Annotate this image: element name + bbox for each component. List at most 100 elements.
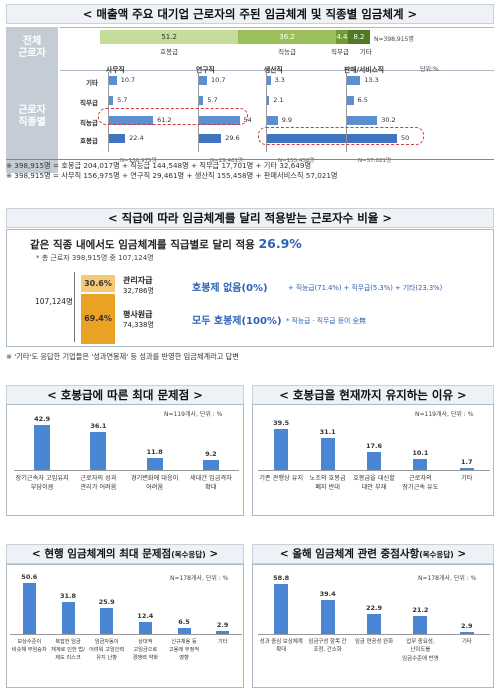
job-value-0-1: 5.7 <box>117 96 128 104</box>
chart3: 42.9 장기근속자 고임유지 부담이큼 36.1 근로자의 성과 관리가 어려움 11… <box>14 408 239 514</box>
chart5-value-2: 25.9 <box>98 598 115 607</box>
title-banner-6: < 올해 임금체계 관련 중점사항(복수응답) > <box>252 544 494 564</box>
job-bar-3-0 <box>347 76 361 85</box>
job-value-1-1: 5.7 <box>207 96 218 104</box>
chart4-bar-2 <box>367 451 381 470</box>
chart3-cat-3: 세대간 임금격차 확대 <box>189 475 232 492</box>
chart5-value-0: 50.6 <box>21 573 38 582</box>
chart5-value-1: 31.8 <box>59 592 77 601</box>
total-seg-0: 51.2 <box>100 30 239 44</box>
job-row-label-3: 호봉급 <box>80 137 98 145</box>
total-seg-1: 36.2 <box>238 30 336 44</box>
job-value-3-3: 50 <box>401 134 410 142</box>
title-banner-1: < 매출액 주요 대기업 근로자의 주된 임금체계 및 직종별 임금체계 > <box>6 4 494 24</box>
job-row-label-1: 직무급 <box>80 99 98 107</box>
chart5-value-5: 2.9 <box>216 621 229 630</box>
chart6-value-3: 21.2 <box>412 605 429 614</box>
chart5-value-3: 12.4 <box>137 611 154 620</box>
job-value-1-0: 10.7 <box>211 76 226 84</box>
chart5: 50.6 보상수준이 비슷해 무임승차 31.8 복잡한 임금 체계로 인한 법/제도… <box>10 568 242 686</box>
job-value-0-2: 61.2 <box>157 116 172 124</box>
chart5-baseline <box>10 634 242 635</box>
job-group-title-3: 판매/서비스직 <box>344 66 385 74</box>
job-value-2-1: 2.1 <box>273 96 284 104</box>
highlight-jikneung <box>98 108 248 125</box>
total-seg-2: 4.4 <box>335 30 348 44</box>
chart3-baseline <box>14 470 239 471</box>
note-1b: ※ 398,915명 = 사무직 156,975명 + 연구직 29,461명 … <box>6 171 338 180</box>
sec2-top-count: 32,786명 <box>123 287 154 295</box>
chart4-value-4: 1.7 <box>461 458 473 467</box>
chart6-cat-2: 임금 연공성 완화 <box>354 639 394 645</box>
chart6-bar-4 <box>459 631 474 634</box>
chart4-cat-4: 기타 <box>461 475 473 482</box>
chart6-cat-4: 기타 <box>461 639 472 645</box>
chart4-cat-1: 노조의 호봉급 폐지 반대 <box>309 475 346 492</box>
sec2-headline: 같은 직종 내에서도 임금체계를 직급별로 달리 적용 26.9% <box>30 236 302 251</box>
chart4-cat-0: 기존 관행상 유지 <box>259 475 304 482</box>
job-value-0-3: 22.4 <box>129 134 144 142</box>
chart4-bar-3 <box>413 459 428 470</box>
total-seg-label-1: 직능급 <box>278 48 297 56</box>
chart4-value-1: 31.1 <box>319 427 336 436</box>
chart6-value-2: 22.9 <box>365 604 383 613</box>
chart5-cat-4: 신규채용 등 고용에 부정적 영향 <box>168 639 200 662</box>
job-bar-2-0 <box>267 76 271 85</box>
chart6-cat-1: 임금구성 항목 간 조정, 간소화 <box>308 639 347 654</box>
job-group-title-2: 생산직 <box>264 66 283 74</box>
job-bar-2-3 <box>267 134 359 143</box>
chart6-bar-3 <box>413 615 428 634</box>
chart5-unit: N=178개사, 단위 : % <box>170 575 229 582</box>
chart6-baseline <box>258 634 490 635</box>
chart5-cat-0: 보상수준이 비슷해 무임승차 <box>11 639 47 654</box>
chart3-cat-1: 근로자의 성과 관리가 어려움 <box>80 475 117 492</box>
chart5-bar-2 <box>100 608 114 634</box>
chart6-unit: N=178개사, 단위 : % <box>418 575 477 582</box>
job-value-3-1: 6.5 <box>357 96 368 104</box>
job-value-3-2: 30.2 <box>381 116 396 124</box>
total-seg-label-2: 직무급 <box>330 48 349 56</box>
job-axis-3 <box>346 72 347 152</box>
chart5-bar-4 <box>177 627 191 634</box>
chart4: 39.5 기존 관행상 유지 31.1 노조의 호봉급 폐지 반대 17.6 호봉급을 대… <box>258 408 490 514</box>
job-value-1-3: 29.6 <box>225 134 240 142</box>
job-bar-1-3 <box>199 134 222 143</box>
chart6-cat-0: 성과 중심 보상체계 확대 <box>259 639 303 654</box>
chart5-bar-3 <box>138 621 152 634</box>
chart6-value-0: 58.8 <box>273 573 290 582</box>
total-seg-label-3: 기타 <box>359 48 372 56</box>
job-bar-3-3 <box>347 134 397 143</box>
chart4-bar-0 <box>274 428 289 470</box>
chart6-bar-2 <box>367 614 381 634</box>
job-bar-0-1 <box>109 96 114 105</box>
chart4-cat-3: 근로자의 장기근속 유도 <box>402 475 439 492</box>
chart5-box <box>6 564 244 688</box>
sec2-top-pct: 30.6% <box>81 275 115 292</box>
job-n-1: N=29,461명 <box>210 158 244 164</box>
job-group-title-0: 사무직 <box>106 66 125 74</box>
sec2-bottom-name: 평사원급 <box>123 310 153 319</box>
chart6-bar-0 <box>274 583 289 634</box>
chart4-cat-2: 호봉급을 대신할 대안 부재 <box>353 475 395 492</box>
job-bar-1-1 <box>199 96 204 105</box>
job-bar-0-0 <box>109 76 117 85</box>
sec2-top-msg: 호봉제 없음(0%) <box>192 283 268 294</box>
note-1a: ※ 398,915명 = 호봉급 204,017명 + 직능급 144,548명… <box>6 161 312 170</box>
chart5-bar-5 <box>216 631 230 634</box>
chart3-cat-0: 장기근속자 고임유지 부담이큼 <box>15 475 69 492</box>
sec2-top-name: 관리자급 <box>123 276 153 285</box>
chart3-bar-3 <box>202 460 219 470</box>
highlight-hobong <box>258 127 424 145</box>
total-bar-legend: 호봉급 직능급 직무급 기타 <box>100 46 372 56</box>
sec2-bottom-msg: 모두 호봉제(100%) <box>192 316 282 327</box>
chart6: 58.8 성과 중심 보상체계 확대 39.4 임금구성 항목 간 조정, 간소화 22… <box>258 568 490 686</box>
title-banner-3: < 호봉급에 따른 최대 문제점 > <box>6 385 244 405</box>
job-axis-2 <box>266 72 267 152</box>
sec2-bottom-detail: * 직능급 · 직무급 등이 全無 <box>286 317 366 325</box>
chart6-bar-1 <box>320 600 335 634</box>
total-seg-3: 8.2 <box>347 30 370 44</box>
job-value-3-0: 13.3 <box>364 76 379 84</box>
job-bar-1-0 <box>199 76 208 85</box>
sec2-note: ※ '기타'도 응답한 기업들은 '성과연봉제' 등 성과를 반영한 임금체계라… <box>6 352 239 361</box>
job-row-label-0: 기타 <box>86 79 98 87</box>
